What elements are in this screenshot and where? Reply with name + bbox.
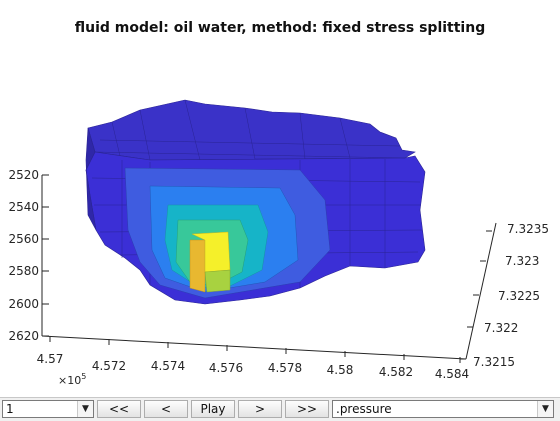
x-tick-label: 4.572: [92, 359, 126, 373]
x-tick-label: 4.58: [327, 363, 354, 377]
pressure-peak-base: [204, 269, 231, 293]
y-axis: 7.3235 7.323 7.3225 7.322 7.3215: [460, 222, 549, 369]
z-axis: 2520 2540 2560 2580 2600 2620: [8, 168, 49, 343]
reservoir-grid: [85, 99, 426, 305]
y-tick-label: 7.322: [484, 321, 518, 335]
x-tick-label: 4.578: [268, 361, 302, 375]
x-tick-label: 4.582: [379, 365, 413, 379]
rewind-button[interactable]: <<: [97, 400, 141, 418]
z-tick-label: 2560: [8, 232, 39, 246]
timestep-select[interactable]: 1 ▼: [2, 400, 94, 418]
y-tick-label: 7.3235: [507, 222, 549, 236]
plot-title: fluid model: oil water, method: fixed st…: [74, 20, 486, 36]
pressure-3d-plot[interactable]: 2520 2540 2560 2580 2600 2620 4.57 4.572…: [0, 0, 560, 397]
play-button[interactable]: Play: [191, 400, 235, 418]
z-tick-label: 2520: [8, 168, 39, 182]
x-tick-label: 4.584: [435, 367, 469, 381]
y-tick-label: 7.3215: [473, 355, 515, 369]
x-tick-label: 4.57: [37, 352, 64, 366]
z-tick-label: 2600: [8, 297, 39, 311]
z-tick-label: 2580: [8, 264, 39, 278]
property-select[interactable]: .pressure ▼: [332, 400, 554, 418]
x-tick-label: 4.576: [209, 361, 243, 375]
y-tick-label: 7.323: [505, 254, 539, 268]
playback-toolbar: 1 ▼ << < Play > >> .pressure ▼: [0, 397, 560, 421]
timestep-select-value: 1: [6, 402, 14, 416]
reservoir-top-face: [87, 99, 416, 161]
step-back-button[interactable]: <: [144, 400, 188, 418]
reservoir-left-face: [85, 127, 97, 231]
x-tick-label: 4.574: [151, 359, 185, 373]
fast-forward-button[interactable]: >>: [285, 400, 329, 418]
pressure-peak-side: [189, 239, 206, 293]
chevron-down-icon[interactable]: ▼: [77, 401, 93, 417]
property-select-value: .pressure: [336, 402, 392, 416]
chevron-down-icon[interactable]: ▼: [537, 401, 553, 417]
z-tick-label: 2540: [8, 200, 39, 214]
y-tick-label: 7.3225: [498, 289, 540, 303]
step-forward-button[interactable]: >: [238, 400, 282, 418]
z-tick-label: 2620: [8, 329, 39, 343]
x-axis-exponent: ×105: [58, 372, 86, 387]
x-axis: 4.57 4.572 4.574 4.576 4.578 4.58 4.582 …: [37, 335, 469, 387]
